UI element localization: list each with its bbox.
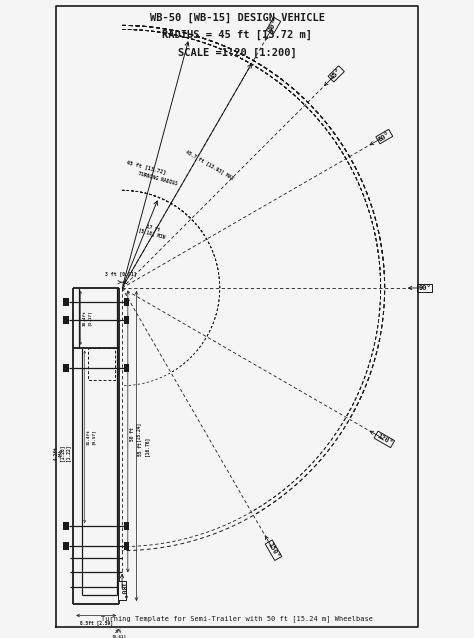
Text: WB-50 [WB-15] DESIGN VEHICLE: WB-50 [WB-15] DESIGN VEHICLE xyxy=(149,13,325,23)
Text: 45.7 ft [13.93] MAX: 45.7 ft [13.93] MAX xyxy=(185,149,235,181)
Bar xyxy=(64,299,69,306)
Text: 4.2ft
[1.28]: 4.2ft [1.28] xyxy=(54,445,64,461)
Text: 30°: 30° xyxy=(268,19,279,33)
Text: 90°: 90° xyxy=(419,285,431,291)
Bar xyxy=(64,522,69,530)
Text: 31.4ft
[9.57]: 31.4ft [9.57] xyxy=(86,429,95,445)
Bar xyxy=(124,316,129,323)
Text: 45°: 45° xyxy=(329,67,343,80)
Bar xyxy=(124,299,129,306)
Bar xyxy=(124,522,129,530)
Text: 2ft
[0.61]: 2ft [0.61] xyxy=(111,630,126,638)
Text: TURNING RADIUS: TURNING RADIUS xyxy=(138,171,178,186)
Bar xyxy=(124,542,129,550)
Text: 180°: 180° xyxy=(119,582,125,599)
Text: RADIUS = 45 ft [13.72 m]: RADIUS = 45 ft [13.72 m] xyxy=(162,30,312,40)
Text: 45 ft [13.72]: 45 ft [13.72] xyxy=(126,160,167,175)
Text: 3 ft [0.91]: 3 ft [0.91] xyxy=(105,271,137,276)
Text: Turning Template for Semi-Trailer with 50 ft [15.24 m] Wheelbase: Turning Template for Semi-Trailer with 5… xyxy=(101,615,373,622)
Bar xyxy=(124,364,129,373)
Text: SCALE =1:20 [1:200]: SCALE =1:20 [1:200] xyxy=(178,47,296,57)
Text: 60°: 60° xyxy=(377,131,392,142)
Text: 8.5ft [2.59]: 8.5ft [2.59] xyxy=(80,620,113,625)
Text: 150°: 150° xyxy=(267,542,280,559)
Text: 55 ft
[16.76]: 55 ft [16.76] xyxy=(138,436,149,456)
Text: 4ft
[1.22]: 4ft [1.22] xyxy=(59,445,70,461)
Text: 120°: 120° xyxy=(375,433,393,446)
Bar xyxy=(64,316,69,323)
Text: 10.4ft
[3.17]: 10.4ft [3.17] xyxy=(82,310,91,326)
Bar xyxy=(64,542,69,550)
Text: 17 ft
[5.18] MIN: 17 ft [5.18] MIN xyxy=(138,222,167,239)
Bar xyxy=(64,364,69,373)
Text: 50 ft
[15.24]: 50 ft [15.24] xyxy=(129,422,140,441)
